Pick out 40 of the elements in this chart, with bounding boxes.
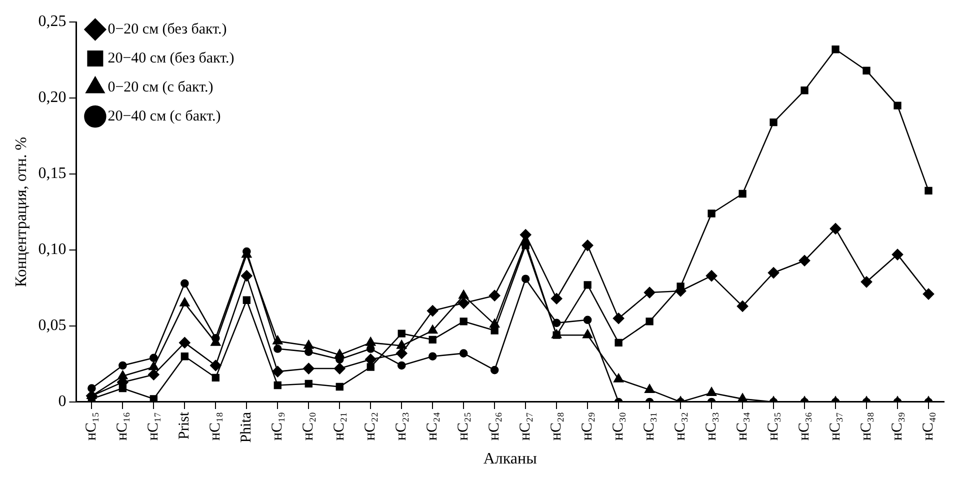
y-tick-label: 0,15 xyxy=(38,165,66,182)
x-tick-label: нC₃₃ xyxy=(703,412,720,440)
y-tick-label: 0 xyxy=(58,393,66,410)
legend-label: 20−40 см (с бакт.) xyxy=(108,108,221,124)
x-tick-label: нC₃₇ xyxy=(827,412,844,440)
x-tick-label: нC₃₁ xyxy=(642,412,658,440)
x-tick-label: нC₂₈ xyxy=(548,412,565,440)
x-axis-title: Алканы xyxy=(483,450,538,468)
y-tick-label: 0,05 xyxy=(38,317,66,334)
x-tick-label: нC₁₆ xyxy=(114,412,131,440)
x-tick-label: нC₁₇ xyxy=(146,412,162,440)
legend-label: 20−40 см (без бакт.) xyxy=(108,50,234,66)
y-tick-label: 0,25 xyxy=(38,13,66,30)
x-tick-label: нC₃₉ xyxy=(889,412,906,440)
x-tick-label: нC₃₂ xyxy=(672,412,688,440)
x-tick-label: нC₂₀ xyxy=(300,412,317,440)
x-tick-label: Prist xyxy=(176,411,193,440)
x-tick-label: нC₃₅ xyxy=(765,412,782,440)
x-tick-label: нC₂₆ xyxy=(486,412,503,440)
x-tick-label: нC₁₈ xyxy=(208,412,224,440)
x-tick-label: нC₃₄ xyxy=(734,412,750,440)
x-tick-label: нC₁₅ xyxy=(84,412,100,440)
x-tick-label: нC₂₉ xyxy=(580,412,596,440)
x-tick-label: нC₂₇ xyxy=(518,412,534,440)
x-tick-label: нC₂₁ xyxy=(332,412,348,440)
y-axis-title: Концентрация, отн. % xyxy=(12,136,30,288)
legend-label: 0−20 см (без бакт.) xyxy=(108,21,227,38)
y-tick-label: 0,20 xyxy=(38,89,66,106)
x-tick-label: нC₃₈ xyxy=(858,412,874,440)
x-tick-label: нC₄₀ xyxy=(920,412,936,440)
x-tick-label: Phita xyxy=(238,412,255,443)
x-tick-label: нC₂₃ xyxy=(394,412,410,440)
x-tick-label: нC₃₆ xyxy=(796,412,812,440)
legend-label: 0−20 см (с бакт.) xyxy=(108,79,214,96)
x-tick-label: нC₂₅ xyxy=(456,412,472,440)
x-tick-label: нC₂₄ xyxy=(424,412,441,440)
x-tick-label: нC₂₂ xyxy=(362,412,379,440)
y-tick-label: 0,10 xyxy=(38,241,66,258)
x-tick-label: нC₃₀ xyxy=(610,412,627,440)
x-tick-label: нC₁₉ xyxy=(270,412,286,440)
